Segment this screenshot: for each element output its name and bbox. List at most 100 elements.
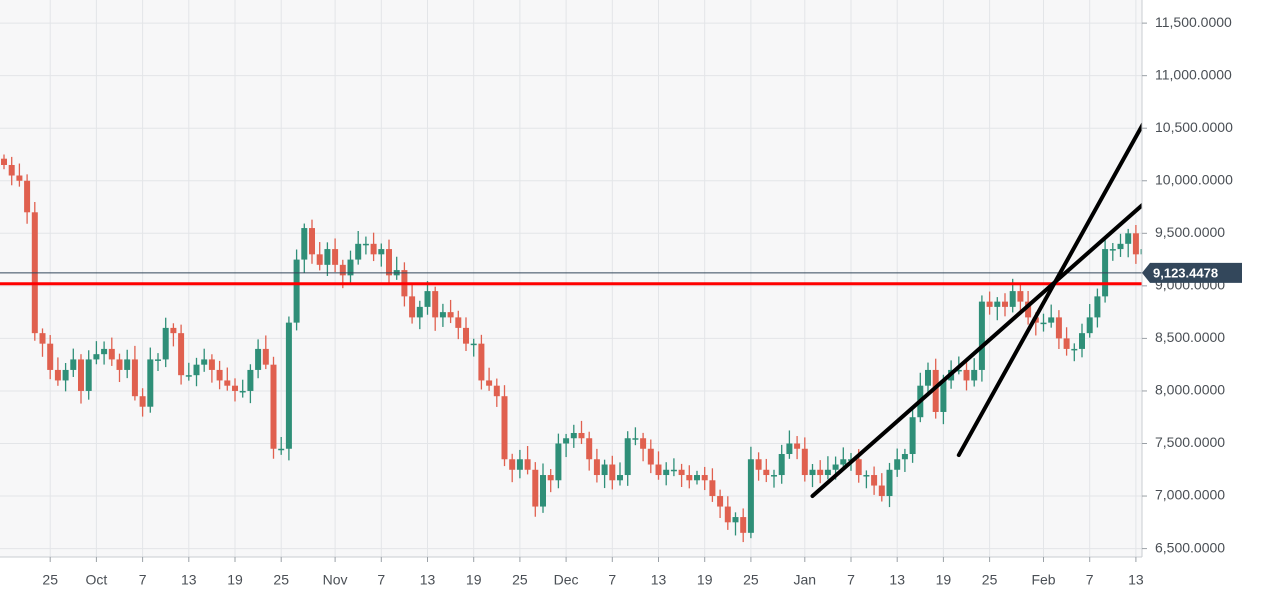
candle-body <box>794 443 801 449</box>
x-tick-label: 13 <box>420 572 436 588</box>
candle-body <box>801 448 808 476</box>
candle-body <box>540 475 546 507</box>
candle-body <box>771 475 777 477</box>
candle-body <box>262 348 269 365</box>
x-tick-label: 19 <box>227 572 243 588</box>
candle-body <box>824 469 831 476</box>
last-price-label: 9,123.4478 <box>1153 265 1218 280</box>
candle-body <box>1017 291 1024 302</box>
candle-body <box>1125 233 1132 244</box>
candle-body <box>832 464 839 470</box>
candle-body <box>285 322 292 449</box>
candle-body <box>809 469 816 476</box>
candle-body <box>54 369 61 381</box>
candle-body <box>131 359 138 397</box>
x-tick-label: 7 <box>1086 572 1094 588</box>
candle-body <box>386 249 392 276</box>
candle-body <box>640 438 647 449</box>
candles-layer <box>1 154 1178 543</box>
candle-body <box>778 454 785 476</box>
price-tag-shape <box>1142 262 1242 283</box>
candle-body <box>601 464 608 476</box>
candle-body <box>878 485 885 497</box>
candle-body <box>201 359 208 365</box>
candle-body <box>85 359 92 391</box>
candle-body <box>555 443 562 481</box>
candle-body <box>524 459 531 470</box>
candle-body <box>1063 338 1070 349</box>
candle-body <box>971 369 978 381</box>
candle-body <box>170 327 177 334</box>
candle-body <box>1071 348 1078 351</box>
candle-body <box>332 249 339 265</box>
x-tick-label: Nov <box>323 572 348 588</box>
candle-body <box>255 348 262 370</box>
candle-body <box>632 438 639 440</box>
candle-body <box>532 469 539 507</box>
x-tick-label: 25 <box>42 572 58 588</box>
candle-body <box>940 380 947 412</box>
candle-body <box>47 343 54 370</box>
y-tick-label: 8,000.0000 <box>1155 382 1225 398</box>
candle-body <box>1109 249 1116 251</box>
candle-body <box>339 264 346 276</box>
candle-body <box>224 380 231 386</box>
y-tick-label: 8,500.0000 <box>1155 329 1225 345</box>
candle-body <box>455 317 462 328</box>
x-tick-label: Oct <box>86 572 108 588</box>
candle-body <box>755 459 762 470</box>
candle-body <box>108 348 115 360</box>
candle-body <box>324 249 331 265</box>
candle-body <box>62 369 69 381</box>
candle-body <box>963 369 970 381</box>
candle-body <box>663 469 670 476</box>
candle-body <box>155 359 161 361</box>
candle-body <box>855 459 862 476</box>
candle-body <box>1117 243 1124 250</box>
candle-body <box>293 259 300 323</box>
candle-body <box>16 175 23 181</box>
candle-body <box>24 180 31 213</box>
candle-body <box>701 475 708 481</box>
candle-body <box>817 469 824 476</box>
x-tick-label: 19 <box>936 572 952 588</box>
candle-body <box>624 438 631 476</box>
candle-body <box>470 343 477 346</box>
candle-body <box>193 364 200 376</box>
candle-body <box>509 459 516 470</box>
candle-body <box>116 359 123 370</box>
candle-body <box>1040 322 1047 325</box>
candle-body <box>1132 233 1139 255</box>
x-tick-label: 19 <box>466 572 482 588</box>
candle-body <box>347 259 354 276</box>
y-tick-label: 11,000.0000 <box>1155 66 1232 82</box>
candle-body <box>547 475 554 481</box>
candle-body <box>232 385 238 391</box>
candle-body <box>1079 333 1085 349</box>
plot-background <box>0 0 1142 557</box>
candle-body <box>1002 301 1008 307</box>
candle-body <box>709 480 716 497</box>
candle-body <box>747 459 754 533</box>
candle-body <box>39 333 46 344</box>
candle-body <box>309 228 315 255</box>
candle-body <box>655 464 662 476</box>
candle-body <box>162 327 169 360</box>
candle-body <box>362 243 369 246</box>
x-tick-label: 13 <box>651 572 667 588</box>
candle-body <box>1025 301 1032 318</box>
candle-body <box>124 359 131 370</box>
candle-body <box>1 158 7 165</box>
x-tick-label: 7 <box>847 572 855 588</box>
candle-body <box>578 432 585 439</box>
candle-body <box>370 243 377 255</box>
x-tick-label: 13 <box>1128 572 1144 588</box>
candle-body <box>840 459 847 465</box>
y-axis-labels: 11,500.0000 11,000.0000 10,500.0000 10,000.… <box>1142 14 1233 555</box>
y-axis-panel <box>1142 0 1284 597</box>
horizontal-gridlines <box>0 22 1142 550</box>
candle-body <box>416 306 423 318</box>
candle-body <box>447 312 454 318</box>
candle-body <box>724 506 731 523</box>
candle-body <box>270 364 277 449</box>
